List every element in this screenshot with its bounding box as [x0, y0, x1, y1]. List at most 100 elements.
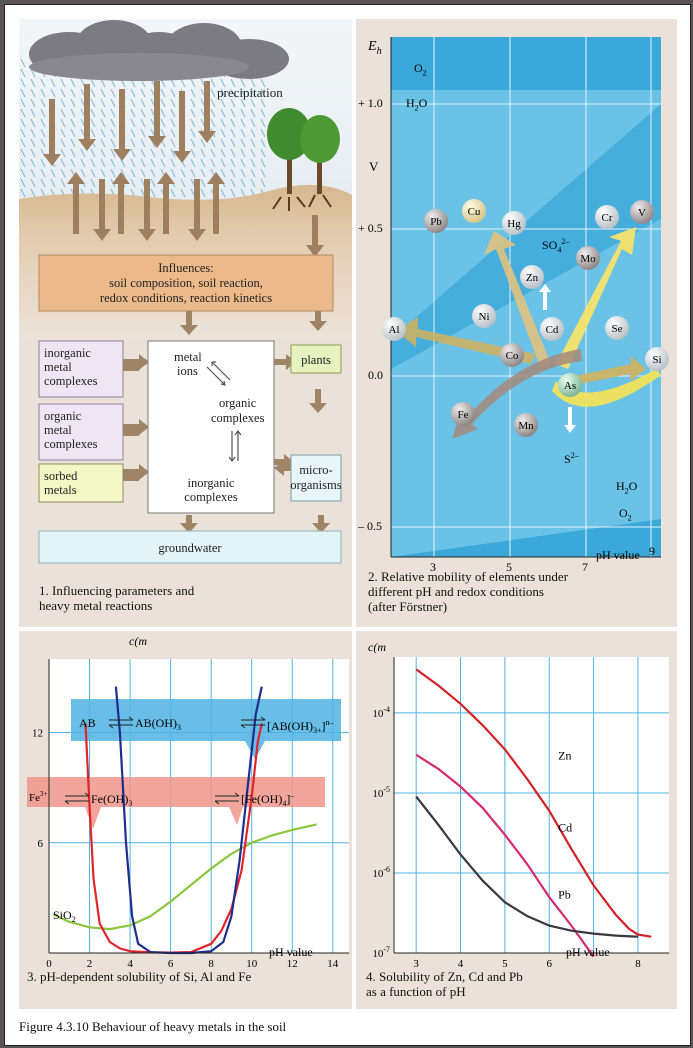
chart3-x-tick-label: 2	[87, 958, 93, 970]
precipitation-arrows	[43, 81, 216, 166]
chart3-x-label: pH value	[269, 945, 313, 959]
panel-relative-mobility: Eh V + 1.0 + 0.5 0.0 – 0.5 3 5 7 9 pH va…	[356, 19, 677, 627]
ab-mid-label: AB(OH)3	[135, 716, 181, 732]
panel2-caption-line1: 2. Relative mobility of elements under	[368, 569, 569, 584]
x-tick-5: 5	[506, 560, 512, 574]
inorganic-box-line1: inorganic	[44, 346, 91, 360]
metal-ions-line1: metal	[174, 350, 202, 364]
fe-mid-sub: 3	[128, 799, 132, 808]
h2o-top-sub: 2	[414, 103, 419, 113]
panel2-caption: 2. Relative mobility of elements under d…	[368, 569, 568, 614]
chart4-ticks: 10-4 10-5 10-6 10-7 3 4 5 6 8	[372, 705, 641, 970]
fe-right-tail: ]	[286, 792, 290, 806]
chart3-y-label: c(m	[129, 634, 147, 648]
h2o-top-tail: O	[418, 96, 428, 110]
o2-top-main: O	[414, 61, 423, 75]
organic-box-line2: metal	[44, 423, 72, 437]
sphere-al-label: Al	[389, 324, 400, 336]
o2-top-label: O2	[414, 61, 427, 77]
chart3-series-line-0	[52, 823, 317, 931]
fe-left-main: Fe	[29, 792, 40, 804]
sphere-ni: Ni	[472, 304, 496, 328]
influences-line2: redox conditions, reaction kinetics	[100, 291, 272, 305]
sio2-label: SiO2	[53, 908, 76, 924]
element-spheres: Pb Cu Hg Cr V Mo Zn Al Ni Cd Se Co Si As…	[382, 199, 669, 437]
groundwater-label: groundwater	[158, 541, 222, 555]
chart4-series-line-pb	[415, 795, 639, 938]
organic-box-line1: organic	[44, 409, 82, 423]
chart3-x-tick-label: 0	[46, 958, 52, 970]
chart4-series-line-zn	[415, 668, 652, 938]
chart3-y-tick-label: 6	[38, 838, 44, 850]
figure-caption: Figure 4.3.10 Behaviour of heavy metals …	[19, 1019, 287, 1034]
panel2-graphic	[390, 37, 661, 558]
y-tick-zero: 0.0	[368, 368, 383, 382]
center-inorganic-line2: complexes	[184, 490, 238, 504]
sphere-zn: Zn	[520, 265, 544, 289]
panel1-caption: 1. Influencing parameters and heavy meta…	[39, 583, 194, 613]
chart3-x-tick-label: 4	[127, 958, 133, 970]
sphere-cr-label: Cr	[602, 212, 613, 224]
sphere-cu-label: Cu	[468, 206, 481, 218]
chart3-equilibrium-arrows	[64, 716, 266, 805]
chart4-x-tick-label: 8	[635, 958, 641, 970]
sulfate-sup: 2–	[561, 237, 570, 246]
x-tick-3: 3	[430, 560, 436, 574]
metal-ions-line2: ions	[177, 364, 198, 378]
panel2-caption-line2: different pH and redox conditions	[368, 584, 544, 599]
sulfide-main: S	[564, 452, 571, 466]
rain-pattern	[19, 59, 269, 199]
chart4-y-label: c(m	[368, 640, 386, 654]
soil-arrows	[67, 172, 324, 257]
chart4-x-tick-label: 3	[413, 958, 419, 970]
chart4-series-line-cd	[415, 753, 595, 958]
h2o-top-main: H	[406, 96, 415, 110]
microorganisms-line1: micro-	[299, 463, 332, 477]
organic-metal-complexes-box	[38, 403, 124, 461]
organic-box-line3: complexes	[44, 437, 98, 451]
sphere-pb: Pb	[424, 209, 448, 233]
fe-right-main: [Fe(OH)	[241, 792, 282, 806]
sphere-v-label: V	[638, 207, 646, 219]
metal-species-box	[147, 340, 275, 514]
equilibrium-arrows	[206, 361, 242, 462]
chart4-plot-area	[394, 657, 669, 953]
panel-ph-solubility: 0 2 4 6 8 10 12 14 6 12 c(m pH value AB AB(OH)3 […	[19, 631, 352, 1009]
fe-left-label: Fe3+	[29, 790, 48, 804]
ab-callout-band	[71, 699, 341, 759]
sphere-cd: Cd	[540, 317, 564, 341]
plants-box	[290, 344, 342, 374]
cloud-icon	[29, 20, 289, 81]
fe-right-sub: 4	[282, 799, 286, 808]
o2-top-sub: 2	[422, 68, 427, 78]
solubility-zn-cd-pb-chart: Zn Cd Pb 10-4 10-5 10-6 10-7 3 4 5 6 8 c(m pH valu…	[368, 640, 669, 970]
sphere-ni-label: Ni	[479, 311, 490, 323]
chart4-x-tick-label: 4	[458, 958, 464, 970]
sphere-co: Co	[500, 343, 524, 367]
fe-callout-band	[27, 777, 325, 829]
sphere-hg-label: Hg	[507, 218, 521, 230]
x-axis-label: pH value	[596, 548, 640, 562]
sorbed-box-line2: metals	[44, 483, 77, 497]
eh-main: E	[368, 39, 377, 54]
sphere-cr: Cr	[595, 205, 619, 229]
v-unit-label: V	[369, 159, 379, 174]
sphere-si: Si	[645, 347, 669, 371]
sorbed-box-line1: sorbed	[44, 469, 78, 483]
center-organic-line2: complexes	[211, 411, 265, 425]
sphere-si-label: Si	[652, 354, 661, 366]
precipitation-label: precipitation	[217, 85, 283, 100]
fe-mid-main: Fe(OH)	[91, 792, 128, 806]
influences-line1: soil composition, soil reaction,	[109, 276, 263, 290]
microorganisms-box	[290, 454, 342, 502]
x-tick-9: 9	[649, 544, 655, 558]
panel2-caption-line3: (after Förstner)	[368, 599, 448, 614]
eh-sub: h	[376, 45, 382, 57]
sphere-co-label: Co	[506, 350, 519, 362]
sphere-pb-label: Pb	[430, 216, 442, 228]
sphere-al: Al	[382, 317, 406, 341]
fe-right-label: [Fe(OH)4]–	[241, 791, 295, 808]
chart3-x-tick-label: 8	[208, 958, 214, 970]
sphere-se-label: Se	[612, 323, 623, 335]
water-stability-upper	[391, 90, 661, 339]
